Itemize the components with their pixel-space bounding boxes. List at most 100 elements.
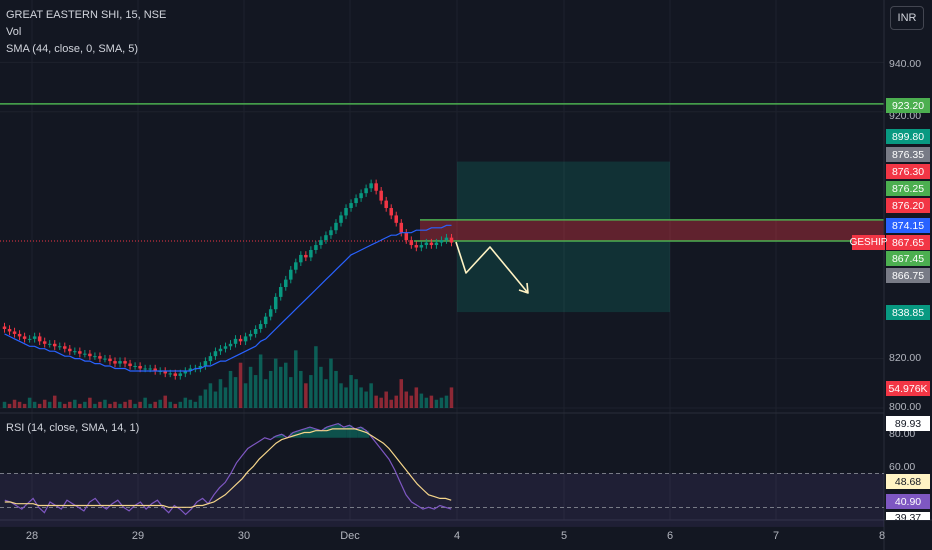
candle-body [168, 373, 173, 375]
candle-body [424, 242, 429, 246]
volume-bar [258, 354, 263, 408]
candle-body [344, 208, 348, 216]
volume-bar [299, 370, 303, 408]
rsi-ma-line [4, 428, 452, 508]
volume-bar [268, 370, 273, 408]
candle-body [47, 343, 52, 345]
candle-body [73, 351, 77, 353]
time-tick-4: 4 [453, 530, 461, 542]
volume-bar [208, 383, 213, 408]
sma-legend[interactable]: SMA (44, close, 0, SMA, 5) [6, 43, 139, 55]
candle-body [7, 328, 12, 332]
candle-body [319, 240, 323, 246]
volume-bar [88, 397, 92, 408]
candle-body [228, 343, 233, 347]
candle-body [128, 363, 132, 367]
volume-bar [63, 403, 67, 408]
candle-body [399, 222, 404, 233]
candle-body [384, 200, 388, 209]
volume-bar [278, 366, 283, 408]
candle-body [63, 346, 67, 349]
candle-body [208, 356, 213, 362]
candle-body [138, 366, 142, 369]
volume-bar [52, 395, 57, 408]
candle-body [88, 353, 92, 357]
candle-body [439, 240, 444, 243]
volume-bar [289, 377, 293, 408]
volume-bar [374, 395, 378, 408]
volume-bar [263, 379, 268, 408]
volume-bar [283, 362, 288, 408]
volume-bar [93, 403, 97, 408]
volume-bar [429, 395, 434, 408]
candle-body [248, 333, 253, 337]
badge-stop: 876.20 [886, 198, 930, 213]
badge-sma: 874.15 [886, 218, 930, 233]
volume-bar [389, 399, 393, 408]
time-tick-5: 5 [560, 530, 568, 542]
candle-body [449, 237, 454, 243]
candle-body [68, 348, 72, 352]
candle-body [294, 262, 298, 270]
candle-body [113, 361, 117, 364]
rsi-legend[interactable]: RSI (14, close, SMA, 14, 1) [6, 422, 140, 434]
volume-bar [143, 397, 147, 408]
volume-bar [379, 397, 383, 408]
price-tick-800: 800.00 [889, 401, 922, 413]
candle-body [304, 254, 308, 258]
volume-bar [339, 383, 343, 408]
volume-bar [173, 403, 178, 408]
volume-bar [148, 403, 152, 408]
price-tick-820: 820.00 [889, 352, 922, 364]
candle-body [203, 361, 208, 367]
chart-grid [0, 0, 884, 520]
time-tick-7: 7 [772, 530, 780, 542]
volume-bar [329, 358, 333, 408]
candle-body [98, 356, 102, 359]
candle-body [153, 368, 157, 371]
volume-bar [449, 387, 454, 408]
trade-lower-target-zone [457, 240, 670, 313]
candle-body [2, 326, 7, 329]
candle-body [32, 336, 37, 339]
candle-body [409, 240, 414, 246]
badge-ohlc-a: 876.35 [886, 147, 930, 162]
candle-body [299, 254, 303, 263]
candle-body [263, 316, 268, 325]
volume-bar [153, 401, 157, 408]
volume-bar [344, 387, 348, 408]
candle-body [354, 198, 358, 204]
volume-bar [12, 399, 17, 408]
symbol-legend[interactable]: GREAT EASTERN SHI, 15, NSE [6, 9, 167, 21]
volume-bar [128, 399, 132, 408]
candle-body [359, 193, 363, 199]
time-tick-dec: Dec [340, 530, 360, 542]
vol-legend[interactable]: Vol [6, 26, 22, 38]
currency-button[interactable]: INR [890, 6, 924, 30]
volume-bar [394, 395, 399, 408]
candle-body [429, 242, 434, 246]
candle-body [57, 346, 62, 348]
volume-bar [213, 391, 218, 408]
candle-body [103, 358, 107, 360]
volume-bar [399, 379, 404, 408]
volume-bar [409, 395, 414, 408]
volume-bar [17, 401, 22, 408]
price-tick-920: 920.00 [889, 110, 922, 122]
volume-bar [334, 370, 338, 408]
rsi-badge-ma: 48.68 [886, 474, 930, 489]
candle-body [238, 338, 243, 342]
volume-bar [168, 401, 173, 408]
volume-bar [113, 401, 117, 408]
rsi-badge-value: 40.90 [886, 494, 930, 509]
candle-body [364, 188, 368, 194]
candle-body [324, 235, 328, 241]
time-tick-28: 28 [25, 530, 39, 542]
rsi-badge-min: 39.37 [886, 512, 930, 520]
candle-body [349, 203, 353, 209]
candle-body [233, 338, 238, 344]
volume-bar [384, 391, 388, 408]
volume-bar [27, 397, 32, 408]
rsi-line [4, 422, 452, 516]
